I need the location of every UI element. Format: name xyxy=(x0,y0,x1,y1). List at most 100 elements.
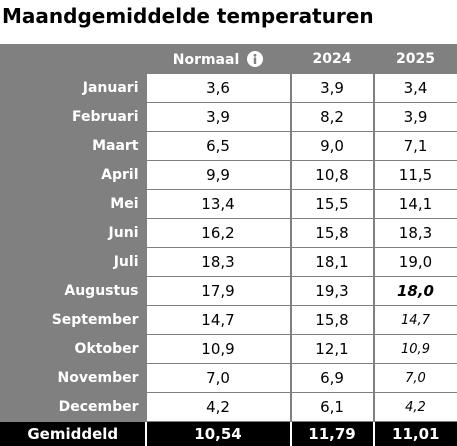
temperature-cell: 12,1 xyxy=(291,335,374,364)
month-label: Oktober xyxy=(1,335,146,364)
temperature-cell: 8,2 xyxy=(291,103,374,132)
average-cell: 10,54 xyxy=(146,422,291,446)
month-row: Oktober 10,9 12,1 10,9 xyxy=(1,335,457,364)
temperature-cell: 9,0 xyxy=(291,132,374,161)
corner-cell xyxy=(1,45,146,74)
month-label: Maart xyxy=(1,132,146,161)
month-label-text: Maart xyxy=(92,138,138,154)
month-row: April 9,9 10,8 11,5 xyxy=(1,161,457,190)
footer-label-text: Gemiddeld xyxy=(27,425,118,443)
column-header: 2025 xyxy=(374,45,457,74)
temperature-cell-text: 3,9 xyxy=(206,108,230,126)
column-header: 2024 xyxy=(291,45,374,74)
temperature-cell-text: 7,1 xyxy=(404,137,428,155)
page-title: Maandgemiddelde temperaturen xyxy=(0,0,457,44)
temperature-cell: 4,2 xyxy=(374,393,457,422)
temperature-cell-text: 15,8 xyxy=(315,311,348,329)
temperature-cell: 16,2 xyxy=(146,219,291,248)
average-cell-text: 11,01 xyxy=(392,425,439,443)
temperature-cell-text: 13,4 xyxy=(201,195,234,213)
temperature-cell-text: 3,6 xyxy=(206,79,230,97)
average-cell: 11,01 xyxy=(374,422,457,446)
info-icon[interactable] xyxy=(247,51,263,67)
temperature-cell: 11,5 xyxy=(374,161,457,190)
footer-row: Gemiddeld 10,54 11,79 11,01 xyxy=(1,422,457,446)
average-cell-text: 10,54 xyxy=(194,425,241,443)
temperature-cell: 13,4 xyxy=(146,190,291,219)
footer-label: Gemiddeld xyxy=(1,422,146,446)
temperature-cell: 3,6 xyxy=(146,74,291,103)
month-label: Juni xyxy=(1,219,146,248)
temperature-cell-text: 7,0 xyxy=(405,371,426,386)
month-label: April xyxy=(1,161,146,190)
temperature-cell: 4,2 xyxy=(146,393,291,422)
temperature-cell-text: 6,9 xyxy=(320,369,344,387)
temperature-cell-text: 8,2 xyxy=(320,108,344,126)
temperature-cell-text: 15,5 xyxy=(315,195,348,213)
month-label-text: Mei xyxy=(110,196,138,212)
month-label-text: November xyxy=(58,370,139,386)
temperature-cell: 9,9 xyxy=(146,161,291,190)
table-footer: Gemiddeld 10,54 11,79 11,01 xyxy=(1,422,457,446)
month-label: Augustus xyxy=(1,277,146,306)
column-header-text: 2025 xyxy=(396,51,435,67)
temperature-cell-text: 10,9 xyxy=(201,340,234,358)
temperature-cell: 17,9 xyxy=(146,277,291,306)
temperature-cell-text: 14,1 xyxy=(399,195,432,213)
temperature-cell: 3,9 xyxy=(374,103,457,132)
month-label: Februari xyxy=(1,103,146,132)
temperature-cell: 18,3 xyxy=(374,219,457,248)
temperature-cell: 19,3 xyxy=(291,277,374,306)
month-label-text: Juni xyxy=(109,225,139,241)
page: Maandgemiddelde temperaturen Normaal 2024… xyxy=(0,0,457,431)
temperature-cell: 3,9 xyxy=(146,103,291,132)
temperature-cell-text: 10,8 xyxy=(315,166,348,184)
temperature-cell-text: 9,9 xyxy=(206,166,230,184)
temperature-cell-text: 18,0 xyxy=(397,282,434,300)
average-cell: 11,79 xyxy=(291,422,374,446)
month-label: December xyxy=(1,393,146,422)
month-row: Mei 13,4 15,5 14,1 xyxy=(1,190,457,219)
month-row: Februari 3,9 8,2 3,9 xyxy=(1,103,457,132)
header-row: Normaal 2024 2025 xyxy=(1,45,457,74)
month-label: September xyxy=(1,306,146,335)
temperature-cell-text: 19,0 xyxy=(399,253,432,271)
month-row: Maart 6,5 9,0 7,1 xyxy=(1,132,457,161)
temperature-cell-text: 12,1 xyxy=(315,340,348,358)
month-row: Augustus 17,9 19,3 18,0 xyxy=(1,277,457,306)
temperature-cell: 6,5 xyxy=(146,132,291,161)
month-label-text: Augustus xyxy=(64,283,138,299)
column-header-text: 2024 xyxy=(313,51,352,67)
temperature-cell-text: 3,9 xyxy=(404,108,428,126)
month-label-text: Juli xyxy=(114,254,139,270)
month-label: Juli xyxy=(1,248,146,277)
month-label-text: April xyxy=(101,167,138,183)
temperature-cell: 14,7 xyxy=(374,306,457,335)
column-header-text: Normaal xyxy=(173,52,240,68)
month-label-text: Oktober xyxy=(75,341,139,357)
temperature-cell: 3,9 xyxy=(291,74,374,103)
temperature-cell-text: 9,0 xyxy=(320,137,344,155)
temperature-cell-text: 15,8 xyxy=(315,224,348,242)
temperature-cell-text: 10,9 xyxy=(401,342,430,357)
temperature-cell: 15,5 xyxy=(291,190,374,219)
month-row: Juni 16,2 15,8 18,3 xyxy=(1,219,457,248)
temperature-cell: 10,8 xyxy=(291,161,374,190)
temperature-cell: 14,1 xyxy=(374,190,457,219)
temperature-cell: 18,1 xyxy=(291,248,374,277)
temperature-cell-text: 4,2 xyxy=(206,398,230,416)
temperature-cell: 14,7 xyxy=(146,306,291,335)
temperature-cell-text: 17,9 xyxy=(201,282,234,300)
temperature-cell-text: 16,2 xyxy=(201,224,234,242)
temperature-cell: 10,9 xyxy=(374,335,457,364)
month-label-text: Januari xyxy=(83,80,139,96)
temperature-cell-text: 3,9 xyxy=(320,79,344,97)
temperature-cell: 18,0 xyxy=(374,277,457,306)
temperature-cell-text: 19,3 xyxy=(315,282,348,300)
